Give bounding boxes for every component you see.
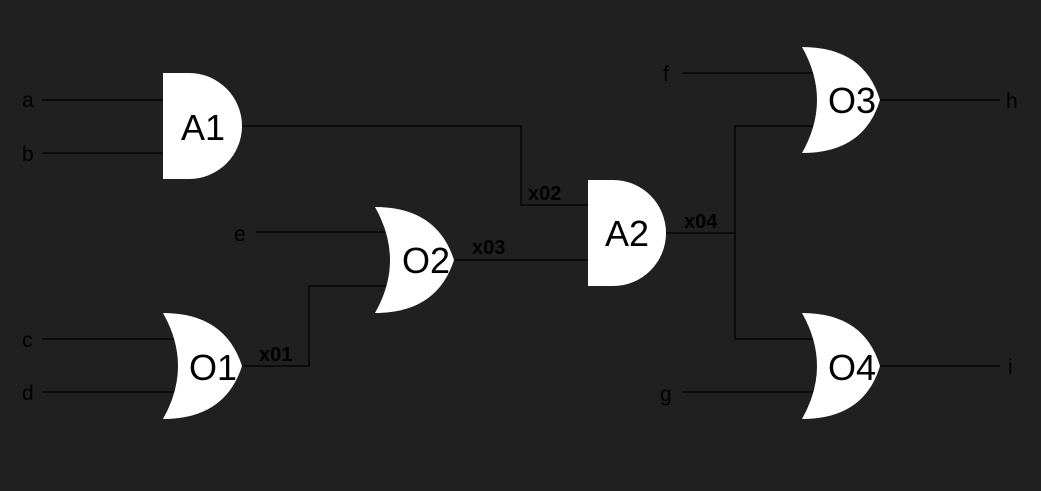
- signal-label-x04: x04: [684, 211, 718, 233]
- wire-x04-up: [734, 125, 818, 233]
- gate-o2-label: O2: [402, 240, 450, 281]
- gate-o1: O1: [163, 313, 242, 419]
- gate-o3-label: O3: [828, 80, 876, 121]
- input-label-b: b: [22, 143, 34, 166]
- input-label-g: g: [660, 383, 672, 406]
- signal-label-x03: x03: [472, 237, 505, 259]
- output-label-i: i: [1008, 356, 1013, 379]
- gate-o1-label: O1: [189, 347, 237, 388]
- input-label-e: e: [234, 223, 246, 246]
- output-label-h: h: [1006, 90, 1018, 113]
- input-label-c: c: [22, 329, 33, 352]
- wire-o1-out: [241, 285, 390, 367]
- signal-labels: x01 x02 x03 x04: [259, 183, 718, 366]
- io-labels: a b c d e f g h i: [22, 63, 1018, 406]
- gate-o2: O2: [375, 207, 454, 313]
- wire-a1-out: [242, 125, 590, 206]
- gate-a2-label: A2: [605, 213, 649, 254]
- gate-o4-label: O4: [828, 347, 876, 388]
- wire-x04-down: [734, 233, 818, 340]
- input-label-d: d: [22, 382, 34, 405]
- gate-a1: A1: [163, 73, 242, 179]
- wires: [42, 72, 1000, 393]
- signal-label-x02: x02: [528, 183, 561, 205]
- gate-o4: O4: [802, 313, 880, 419]
- gate-o3: O3: [802, 47, 880, 153]
- gate-a2: A2: [588, 180, 666, 286]
- input-label-f: f: [663, 63, 669, 86]
- signal-label-x01: x01: [259, 344, 292, 366]
- input-label-a: a: [22, 89, 34, 112]
- gate-a1-label: A1: [181, 107, 225, 148]
